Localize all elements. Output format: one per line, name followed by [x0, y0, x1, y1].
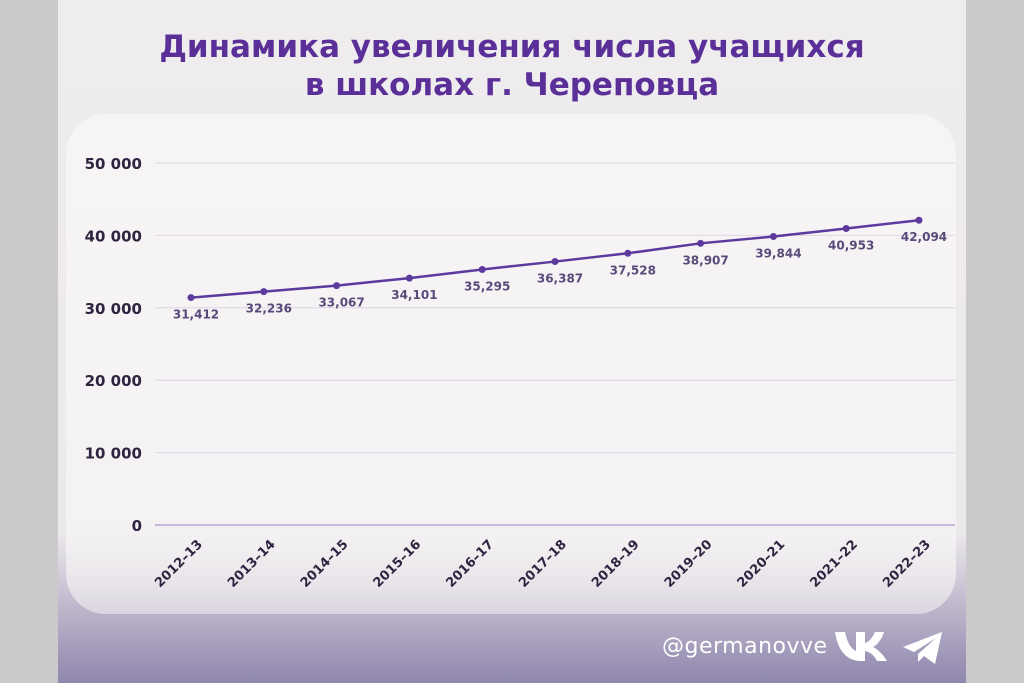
data-point — [769, 233, 777, 241]
left-background-strip — [0, 0, 58, 683]
data-label: 38,907 — [682, 253, 728, 267]
data-label: 33,067 — [318, 296, 364, 310]
data-point — [478, 265, 486, 273]
x-tick-label: 2021–22 — [807, 537, 861, 591]
data-label: 34,101 — [391, 288, 437, 302]
data-point — [260, 288, 268, 296]
data-label: 31,412 — [173, 308, 219, 322]
data-label: 36,387 — [537, 272, 583, 286]
data-label: 39,844 — [755, 247, 801, 261]
x-tick-label: 2016–17 — [443, 537, 497, 591]
data-point — [405, 274, 413, 282]
y-tick-label: 10 000 — [85, 445, 142, 463]
y-tick-label: 30 000 — [85, 300, 142, 318]
data-label: 42,094 — [901, 230, 947, 244]
y-tick-label: 50 000 — [85, 155, 142, 173]
data-label: 37,528 — [610, 263, 656, 277]
vk-icon[interactable] — [832, 628, 890, 664]
x-tick-label: 2013–14 — [225, 537, 279, 591]
chart-panel — [66, 114, 956, 614]
data-point — [333, 282, 341, 290]
data-point — [187, 294, 195, 302]
author-handle[interactable]: @germanovve — [662, 634, 828, 659]
x-tick-label: 2015–16 — [371, 537, 425, 591]
x-tick-label: 2020–21 — [735, 537, 789, 591]
x-tick-label: 2012–13 — [152, 537, 206, 591]
data-label: 32,236 — [246, 302, 292, 316]
x-tick-label: 2014–15 — [298, 537, 352, 591]
data-point — [551, 258, 559, 266]
data-point — [915, 216, 923, 224]
chart-title-line-1: Динамика увеличения числа учащихся — [159, 29, 865, 65]
x-tick-label: 2017–18 — [516, 537, 570, 591]
y-tick-label: 20 000 — [85, 372, 142, 390]
x-tick-label: 2018–19 — [589, 537, 643, 591]
chart-title: Динамика увеличения числа учащихся в шко… — [58, 28, 966, 104]
x-tick-label: 2019–20 — [662, 537, 716, 591]
x-tick-label: 2022–23 — [880, 537, 934, 591]
telegram-icon[interactable] — [900, 628, 946, 668]
chart-title-line-2: в школах г. Череповца — [304, 67, 720, 103]
data-label: 35,295 — [464, 279, 510, 293]
data-point — [842, 225, 850, 233]
data-point — [697, 239, 705, 247]
data-point — [624, 249, 632, 257]
right-background-strip — [966, 0, 1024, 683]
y-tick-label: 0 — [132, 517, 142, 535]
y-tick-label: 40 000 — [85, 227, 142, 245]
data-label: 40,953 — [828, 239, 874, 253]
